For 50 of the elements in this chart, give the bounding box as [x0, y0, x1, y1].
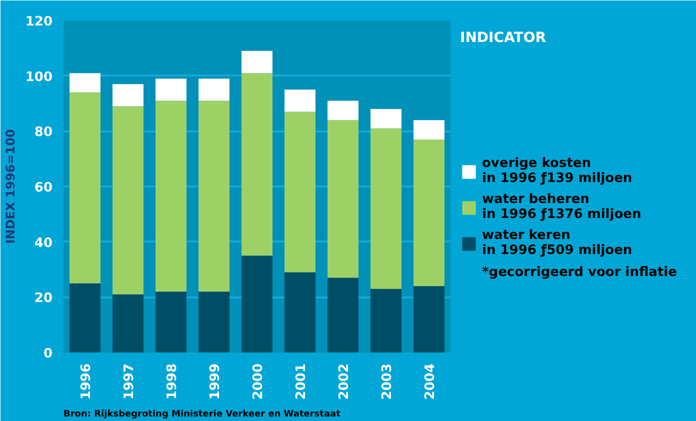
- text: *gecorrigeerd voor inflatie: [482, 265, 677, 280]
- bar: [370, 109, 402, 128]
- bar: [370, 128, 402, 289]
- bar: [328, 120, 358, 278]
- x-tick-label: 2000: [251, 363, 266, 400]
- bar: [284, 112, 316, 272]
- y-tick-label: 120: [25, 14, 53, 30]
- bar: [242, 73, 272, 256]
- legend-label: water keren in 1996 ƒ509 miljoen: [482, 228, 632, 258]
- y-tick-label: 20: [34, 291, 53, 306]
- x-tick-label: 1999: [208, 363, 223, 400]
- bar: [112, 84, 144, 106]
- bar: [328, 278, 358, 352]
- y-tick-label: 40: [34, 236, 53, 251]
- bar: [242, 50, 272, 74]
- y-tick-label: 0: [43, 346, 52, 362]
- bar: [112, 294, 144, 352]
- text: INDICATOR: [460, 30, 548, 46]
- bar: [328, 100, 358, 120]
- legend-label: water beheren in 1996 ƒ1376 miljoen: [482, 192, 642, 222]
- text: Bron: Rijksbegroting Ministerie Verkeer en Waterstaat: [64, 410, 342, 420]
- bar: [414, 286, 444, 352]
- x-tick-label: 2001: [294, 363, 309, 400]
- bar: [284, 272, 316, 352]
- bar: [156, 78, 186, 101]
- x-tick-label: 2002: [337, 363, 352, 400]
- x-tick-label: 1998: [165, 363, 180, 400]
- bar: [414, 120, 444, 140]
- bar: [198, 292, 230, 352]
- bar: [242, 256, 272, 352]
- x-tick-label: 1996: [79, 363, 94, 400]
- legend-label: overige kosten in 1996 ƒ139 miljoen: [482, 156, 632, 186]
- bar: [70, 73, 100, 92]
- x-tick-label: 1997: [122, 363, 137, 400]
- y-tick-label: 100: [25, 70, 53, 85]
- bar: [156, 292, 186, 352]
- bar: [70, 92, 100, 284]
- bar: [70, 283, 100, 352]
- x-tick-label: 2004: [423, 363, 438, 400]
- bar: [414, 139, 444, 286]
- x-tick-label: 2003: [380, 363, 395, 400]
- bar: [156, 100, 186, 292]
- bar: [284, 90, 316, 112]
- y-tick-label: 80: [34, 125, 53, 140]
- bar: [198, 100, 230, 292]
- y-axis-title: INDEX 1996=100: [3, 129, 18, 244]
- bar: [370, 288, 402, 352]
- y-tick-label: 60: [34, 180, 53, 196]
- bar: [112, 106, 144, 294]
- bar: [198, 78, 230, 101]
